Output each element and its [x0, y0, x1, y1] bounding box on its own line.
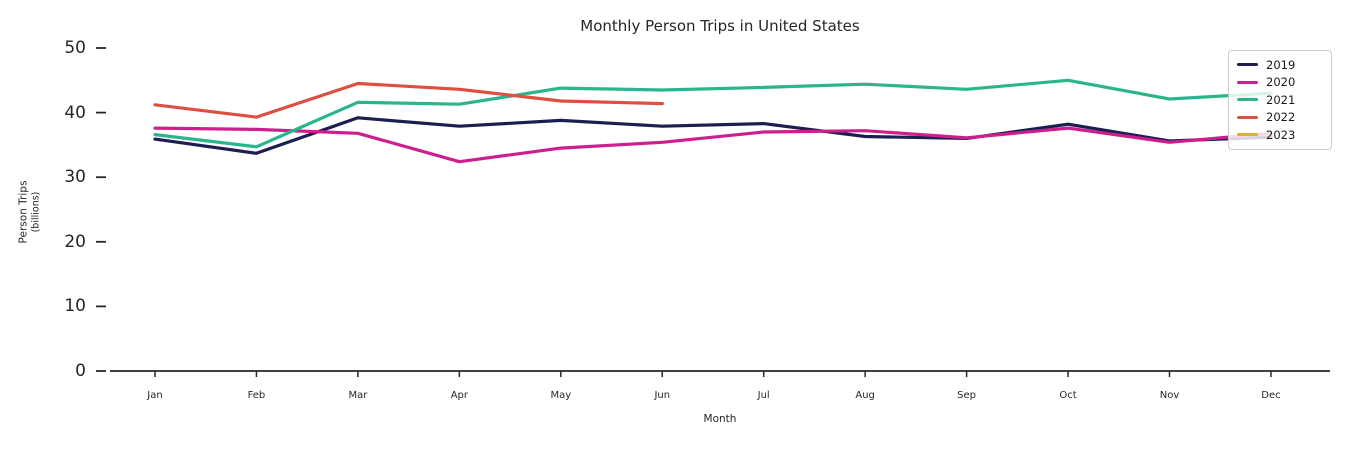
x-tick-label: Feb [247, 390, 266, 401]
series-line-2022 [153, 81, 664, 119]
legend-swatch-2020 [1237, 80, 1258, 84]
y-tick-label: 10 [64, 296, 86, 317]
legend-label: 2019 [1266, 57, 1296, 72]
legend-item-2022: 2022 [1237, 109, 1323, 127]
legend: 2019 2020 2021 2022 2023 [1228, 50, 1332, 150]
x-tick-label: Apr [450, 390, 468, 401]
y-tick-label: 40 [64, 102, 86, 123]
legend-item-2023: 2023 [1237, 126, 1323, 144]
legend-swatch-2023 [1237, 133, 1258, 137]
x-axis-label: Month [703, 413, 737, 425]
x-tick-label: Mar [348, 390, 368, 401]
x-tick-label: Jun [654, 390, 671, 401]
series-line-2020 [153, 126, 1273, 164]
x-tick-label: Oct [1059, 390, 1077, 401]
legend-label: 2023 [1266, 127, 1296, 142]
legend-swatch-2019 [1237, 63, 1258, 67]
x-tick-label: Nov [1159, 390, 1180, 401]
chart-title: Monthly Person Trips in United States [580, 17, 860, 35]
x-tick-label: Jan [147, 390, 163, 401]
series-line-2019 [153, 116, 1273, 155]
legend-label: 2020 [1266, 75, 1296, 90]
legend-swatch-2022 [1237, 115, 1258, 119]
y-tick-label: 20 [64, 231, 86, 252]
legend-label: 2021 [1266, 92, 1296, 107]
legend-swatch-2021 [1237, 98, 1258, 102]
y-tick-label: 30 [64, 167, 86, 188]
x-tick-label: Aug [855, 390, 875, 401]
series-line-2021 [153, 78, 1273, 149]
y-tick-label: 0 [75, 361, 86, 381]
x-tick-label: Jul [757, 390, 770, 401]
y-tick-label: 50 [64, 38, 86, 58]
x-tick-label: May [550, 390, 572, 401]
x-tick-label: Dec [1261, 390, 1281, 401]
legend-item-2019: 2019 [1237, 56, 1323, 74]
legend-label: 2022 [1266, 110, 1296, 125]
x-tick-label: Sep [957, 390, 977, 401]
legend-item-2021: 2021 [1237, 91, 1323, 109]
legend-item-2020: 2020 [1237, 74, 1323, 92]
